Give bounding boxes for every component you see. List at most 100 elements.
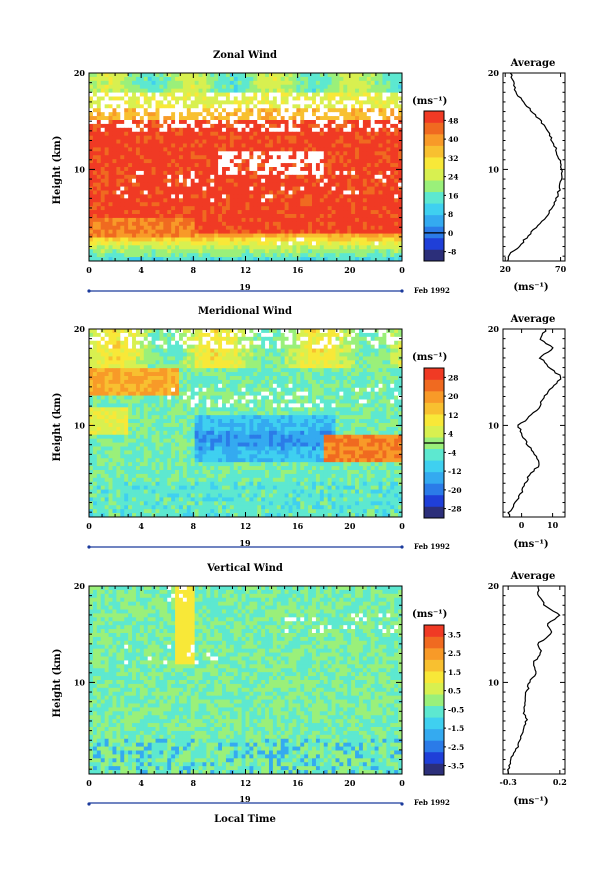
heatmap-cell: [272, 143, 278, 148]
heatmap-cell: [194, 163, 199, 168]
heatmap-cell: [308, 340, 313, 346]
heatmap-cell: [198, 190, 203, 195]
heatmap-cell: [104, 84, 109, 90]
heatmap-cell: [261, 104, 266, 109]
heatmap-cell: [143, 143, 149, 148]
heatmap-cell: [327, 100, 332, 105]
heatmap-cell: [104, 229, 109, 234]
heatmap-cell: [128, 155, 133, 160]
heatmap-cell: [135, 76, 141, 82]
heatmap-cell: [312, 348, 317, 353]
heatmap-cell: [327, 112, 332, 117]
heatmap-cell: [308, 372, 313, 377]
heatmap-cell: [390, 198, 395, 203]
heatmap-cell: [92, 80, 98, 86]
heatmap-cell: [284, 329, 289, 334]
heatmap-cell: [198, 139, 203, 144]
heatmap-cell: [135, 163, 141, 168]
heatmap-cell: [198, 257, 203, 261]
heatmap-cell: [358, 100, 364, 105]
heatmap-cell: [315, 186, 321, 191]
heatmap-cell: [272, 372, 278, 377]
heatmap-cell: [308, 194, 313, 199]
heatmap-cell: [343, 202, 348, 207]
heatmap-cell: [370, 186, 376, 191]
heatmap-cell: [398, 159, 402, 164]
heatmap-cell: [382, 229, 387, 234]
heatmap-cell: [100, 348, 106, 353]
heatmap-cell: [257, 241, 262, 246]
heatmap-cell: [355, 356, 360, 361]
heatmap-cell: [120, 123, 125, 129]
heatmap-cell: [323, 206, 329, 211]
heatmap-cell: [347, 151, 352, 156]
heatmap-cell: [358, 344, 364, 349]
heatmap-cell: [112, 332, 117, 338]
heatmap-cell: [347, 120, 352, 125]
heatmap-cell: [323, 217, 329, 223]
heatmap-cell: [112, 84, 117, 90]
heatmap-cell: [335, 155, 340, 160]
heatmap-cell: [374, 170, 379, 176]
heatmap-cell: [159, 186, 164, 191]
heatmap-cell: [382, 194, 387, 199]
heatmap-cell: [116, 372, 121, 377]
heatmap-cell: [351, 225, 356, 231]
heatmap-cell: [319, 217, 325, 223]
heatmap-cell: [89, 135, 94, 140]
heatmap-cell: [143, 88, 149, 93]
heatmap-cell: [335, 96, 340, 101]
heatmap-cell: [382, 340, 387, 346]
heatmap-cell: [390, 186, 395, 191]
heatmap-cell: [355, 217, 360, 223]
heatmap-cell: [175, 116, 180, 121]
heatmap-cell: [308, 210, 313, 215]
heatmap-cell: [112, 186, 117, 191]
heatmap-cell: [323, 92, 329, 97]
heatmap-cell: [249, 127, 254, 133]
heatmap-cell: [394, 170, 399, 176]
heatmap-cell: [89, 225, 94, 231]
heatmap-cell: [261, 368, 266, 373]
heatmap-cell: [358, 143, 364, 148]
heatmap-cell: [112, 163, 117, 168]
x-tick-label: 4: [138, 265, 144, 275]
heatmap-cell: [116, 120, 121, 125]
heatmap-cell: [112, 217, 117, 223]
heatmap-cell: [116, 170, 121, 176]
heatmap-cell: [284, 202, 289, 207]
heatmap-cell: [178, 194, 184, 199]
heatmap-cell: [116, 368, 121, 373]
heatmap-cell: [312, 241, 317, 246]
heatmap-cell: [132, 123, 137, 129]
heatmap-cell: [308, 217, 313, 223]
heatmap-cell: [167, 76, 172, 82]
heatmap-cell: [268, 356, 274, 361]
heatmap-cell: [237, 123, 242, 129]
heatmap-cell: [265, 336, 270, 342]
heatmap-cell: [355, 364, 360, 369]
heatmap-cell: [378, 336, 383, 342]
heatmap-cell: [331, 329, 336, 334]
heatmap-cell: [390, 372, 395, 377]
heatmap-cell: [112, 151, 117, 156]
heatmap-cell: [155, 96, 160, 101]
heatmap-cell: [280, 214, 286, 219]
heatmap-cell: [268, 167, 274, 172]
heatmap-cell: [112, 76, 117, 82]
heatmap-cell: [182, 233, 188, 238]
heatmap-cell: [92, 116, 98, 121]
heatmap-cell: [347, 229, 352, 234]
heatmap-cell: [245, 237, 250, 242]
heatmap-cell: [202, 352, 207, 357]
heatmap-cell: [355, 360, 360, 365]
heatmap-cell: [390, 352, 395, 357]
heatmap-cell: [178, 214, 184, 219]
heatmap-cell: [104, 76, 109, 82]
heatmap-cell: [132, 151, 137, 156]
heatmap-cell: [390, 360, 395, 365]
heatmap-cell: [218, 174, 223, 180]
heatmap-cell: [167, 155, 172, 160]
heatmap-cell: [272, 84, 278, 90]
heatmap-cell: [124, 112, 129, 117]
